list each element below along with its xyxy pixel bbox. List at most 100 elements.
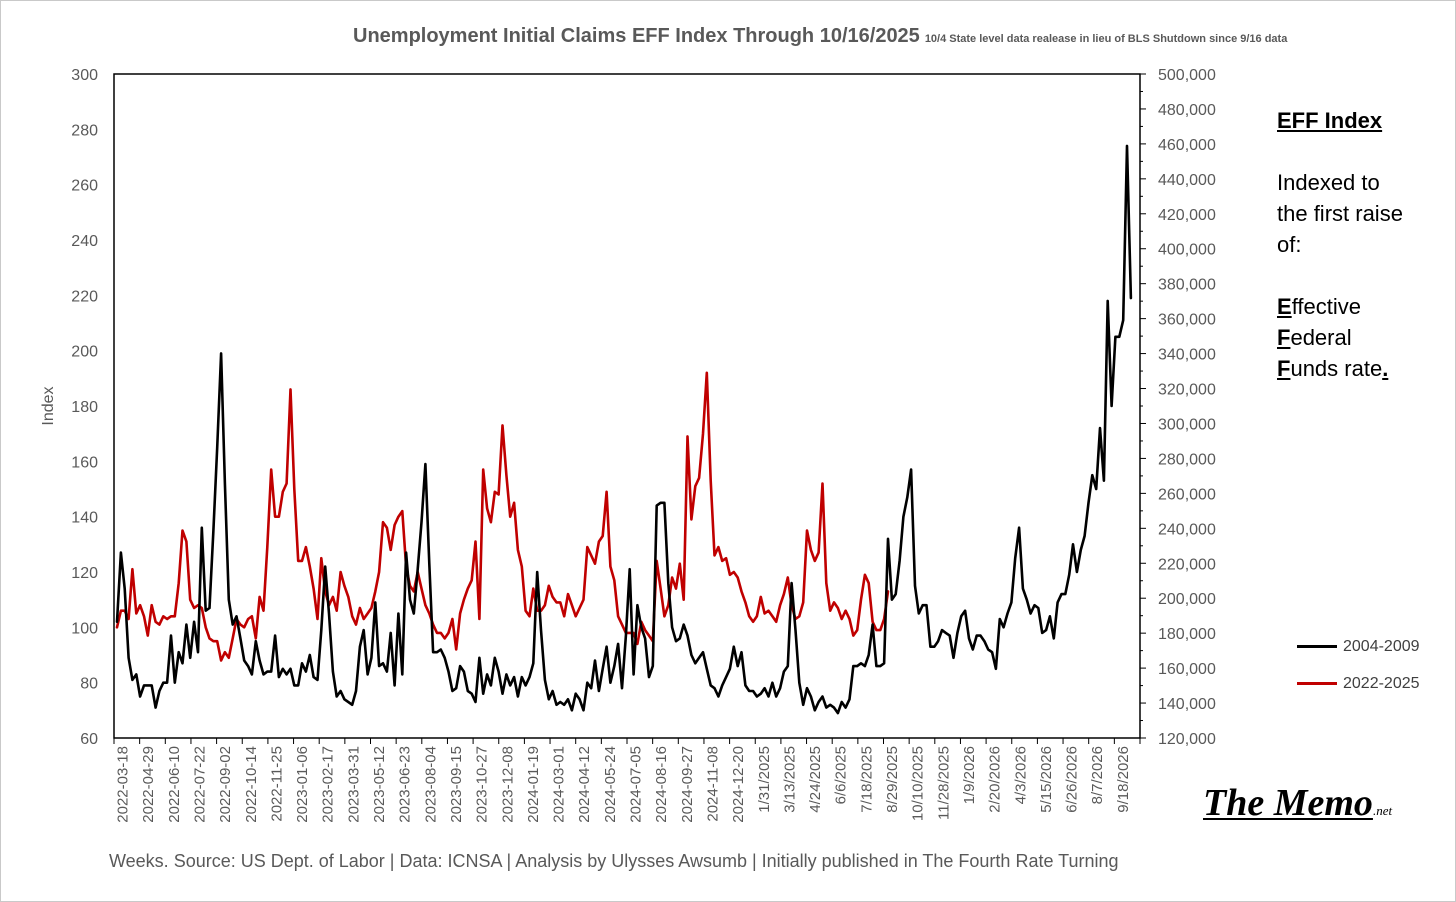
word-federal-rest: ederal [1290,325,1352,350]
side-federal: Federal [1277,322,1452,353]
chart-title-note: 10/4 State level data realease in lieu o… [924,33,1288,45]
x-tick-label: 10/10/2025 [910,746,927,821]
letter-f2: F [1277,356,1291,381]
x-tick-label: 4/3/2026 [1012,746,1029,804]
y-tick-label: 300 [71,67,98,84]
x-tick-label: 2023-06-23 [397,746,414,823]
y2-tick-label: 380,000 [1158,277,1216,294]
side-line-3: of: [1277,232,1302,257]
plot-area [113,73,1141,739]
y2-tick-label: 360,000 [1158,312,1216,329]
x-tick-label: 8/29/2025 [884,746,901,813]
y-tick-label: 240 [71,233,98,250]
y2-tick-label: 240,000 [1158,521,1216,538]
x-tick-label: 2024-12-20 [730,746,747,823]
y2-tick-label: 320,000 [1158,382,1216,399]
x-tick-label: 2024-01-19 [525,746,542,823]
logo-main: The Memo [1203,782,1373,824]
y2-tick-label: 500,000 [1158,67,1216,84]
x-tick-label: 8/7/2026 [1089,746,1106,804]
x-tick-label: 4/24/2025 [807,746,824,813]
x-tick-label: 2022-10-14 [243,746,260,823]
x-tick-label: 2023-01-06 [294,746,311,823]
the-memo-logo: The Memo.net [1203,781,1392,825]
funds-period: . [1382,356,1389,381]
chart-footer-source: Weeks. Source: US Dept. of Labor | Data:… [109,851,1119,871]
y2-tick-label: 460,000 [1158,137,1216,154]
x-tick-label: 11/28/2025 [935,746,952,820]
y-tick-label: 100 [71,620,98,637]
y-tick-label: 120 [71,565,98,582]
word-funds-rest: unds rate [1290,356,1383,381]
x-tick-label: 2024-05-24 [602,746,619,823]
side-line-1: Indexed to [1277,170,1380,195]
x-tick-label: 3/13/2025 [781,746,798,813]
word-effective-rest: ffective [1291,294,1361,319]
x-tick-label: 7/18/2025 [858,746,875,813]
y-tick-label: 220 [71,288,98,305]
side-panel: EFF Index Indexed to the first raise of:… [1277,105,1452,384]
series-line-2004-2009 [115,144,1133,715]
y2-tick-label: 260,000 [1158,486,1216,503]
legend-swatch-black [1297,645,1337,649]
letter-e: E [1277,294,1292,319]
logo-suffix: .net [1372,803,1393,818]
x-tick-label: 2024-08-16 [653,746,670,823]
x-tick-label: 1/31/2025 [756,746,773,813]
x-tick-label: 2022-11-25 [268,746,285,822]
x-tick-label: 2024-07-05 [628,746,645,823]
x-tick-label: 5/15/2026 [1038,746,1055,813]
y2-tick-label: 120,000 [1158,731,1216,748]
y-tick-label: 260 [71,178,98,195]
x-tick-label: 2024-09-27 [679,746,696,823]
legend-label-2004-2009: 2004-2009 [1343,638,1420,655]
series-line-2022-2025 [115,371,890,662]
y2-tick-label: 220,000 [1158,556,1216,573]
x-tick-label: 2022-06-10 [166,746,183,823]
legend-item-2022-2025: 2022-2025 [1297,675,1420,693]
x-tick-label: 2/20/2026 [987,746,1004,813]
chart-title: Unemployment Initial Claims EFF Index Th… [353,25,1287,48]
y2-tick-label: 200,000 [1158,591,1216,608]
y-tick-label: 200 [71,344,98,361]
y2-tick-label: 340,000 [1158,347,1216,364]
x-tick-label: 2022-03-18 [115,746,132,823]
x-tick-label: 2023-05-12 [371,746,388,823]
x-tick-label: 6/26/2026 [1064,746,1081,813]
x-tick-label: 2023-08-04 [422,746,439,823]
x-tick-label: 2022-04-29 [140,746,157,823]
y-axis-label: Index [40,386,57,425]
x-tick-label: 2022-09-02 [217,746,234,823]
x-tick-label: 9/18/2026 [1115,746,1132,813]
legend-swatch-red [1297,682,1337,686]
legend-label-2022-2025: 2022-2025 [1343,675,1420,692]
x-tick-label: 2023-02-17 [320,746,337,823]
chart-title-main: Unemployment Initial Claims EFF Index Th… [353,25,920,47]
y2-tick-label: 440,000 [1158,172,1216,189]
y2-tick-label: 480,000 [1158,102,1216,119]
x-tick-label: 2023-10-27 [474,746,491,823]
side-funds-rate: Funds rate. [1277,353,1452,384]
y-tick-label: 280 [71,122,98,139]
y2-tick-label: 400,000 [1158,242,1216,259]
y2-tick-label: 280,000 [1158,451,1216,468]
y2-tick-label: 420,000 [1158,207,1216,224]
x-tick-label: 1/9/2026 [961,746,978,804]
y2-tick-label: 300,000 [1158,416,1216,433]
x-tick-label: 2023-09-15 [448,746,465,823]
x-tick-label: 2024-11-08 [704,746,721,822]
y2-tick-label: 180,000 [1158,626,1216,643]
x-tick-label: 2024-03-01 [551,746,568,823]
side-effective: Effective [1277,291,1452,322]
y-tick-label: 180 [71,399,98,416]
legend-item-2004-2009: 2004-2009 [1297,638,1420,656]
y-tick-label: 60 [80,731,98,748]
side-line-2: the first raise [1277,201,1403,226]
y-tick-label: 140 [71,510,98,527]
x-tick-label: 2023-12-08 [499,746,516,823]
letter-f: F [1277,325,1291,350]
x-tick-label: 2022-07-22 [191,746,208,823]
x-tick-label: 2024-04-12 [576,746,593,823]
